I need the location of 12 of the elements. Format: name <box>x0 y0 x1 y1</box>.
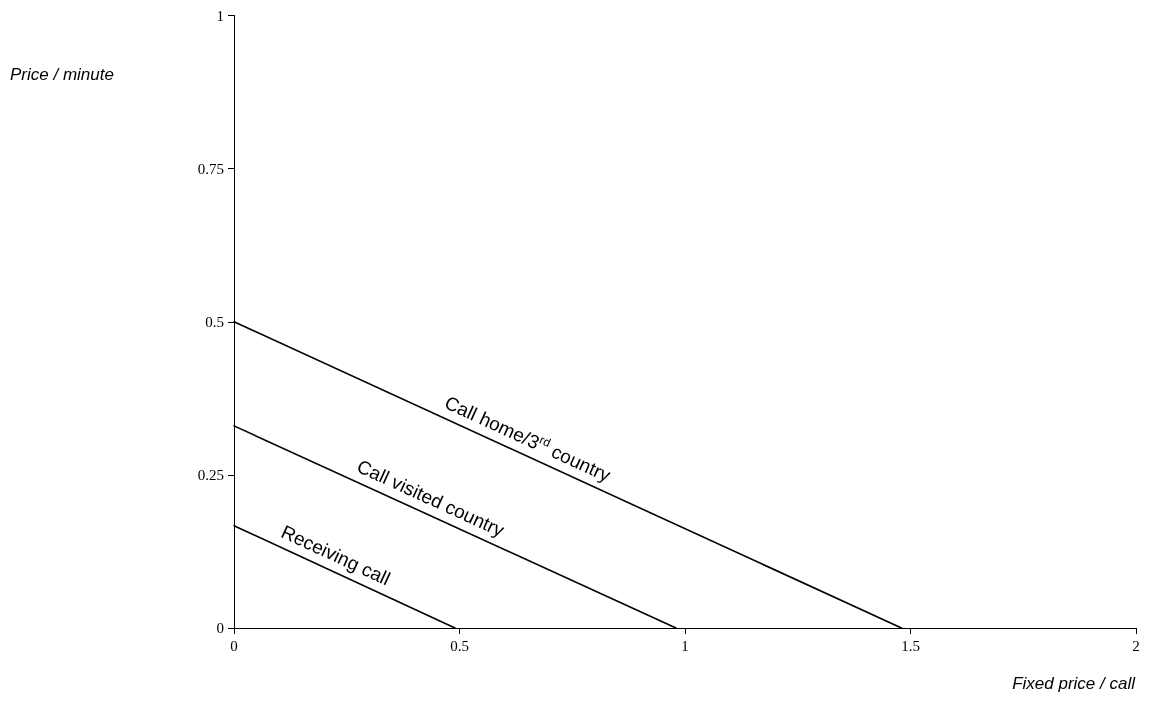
x-tick-label: 2 <box>1132 637 1140 654</box>
y-axis-title: Price / minute <box>10 65 114 84</box>
y-tick-label: 0 <box>216 620 224 636</box>
y-tick-label: 0.75 <box>197 160 224 177</box>
x-tick-label: 0 <box>230 637 238 654</box>
x-axis-title: Fixed price / call <box>1012 674 1137 693</box>
y-tick-label: 1 <box>216 7 224 24</box>
x-tick-label: 1 <box>681 637 689 654</box>
y-tick-label: 0.5 <box>205 313 224 330</box>
x-tick-label: 1.5 <box>901 637 920 654</box>
x-tick-label: 0.5 <box>450 637 469 654</box>
y-tick-label: 0.25 <box>197 466 224 483</box>
